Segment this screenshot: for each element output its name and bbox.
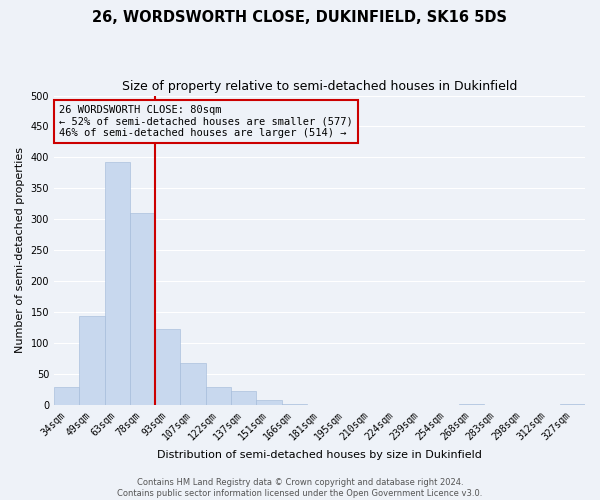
Bar [79,316,104,405]
Bar [231,391,256,405]
Bar [130,213,155,405]
Bar [560,404,585,405]
Bar [104,162,130,405]
Bar [181,364,206,405]
Bar [281,404,307,405]
X-axis label: Distribution of semi-detached houses by size in Dukinfield: Distribution of semi-detached houses by … [157,450,482,460]
Bar [54,388,79,405]
Bar [155,330,181,405]
Text: 26, WORDSWORTH CLOSE, DUKINFIELD, SK16 5DS: 26, WORDSWORTH CLOSE, DUKINFIELD, SK16 5… [92,10,508,25]
Bar [206,387,231,405]
Title: Size of property relative to semi-detached houses in Dukinfield: Size of property relative to semi-detach… [122,80,517,93]
Bar [458,404,484,405]
Y-axis label: Number of semi-detached properties: Number of semi-detached properties [15,147,25,353]
Text: 26 WORDSWORTH CLOSE: 80sqm
← 52% of semi-detached houses are smaller (577)
46% o: 26 WORDSWORTH CLOSE: 80sqm ← 52% of semi… [59,105,353,138]
Bar [256,400,281,405]
Text: Contains HM Land Registry data © Crown copyright and database right 2024.
Contai: Contains HM Land Registry data © Crown c… [118,478,482,498]
